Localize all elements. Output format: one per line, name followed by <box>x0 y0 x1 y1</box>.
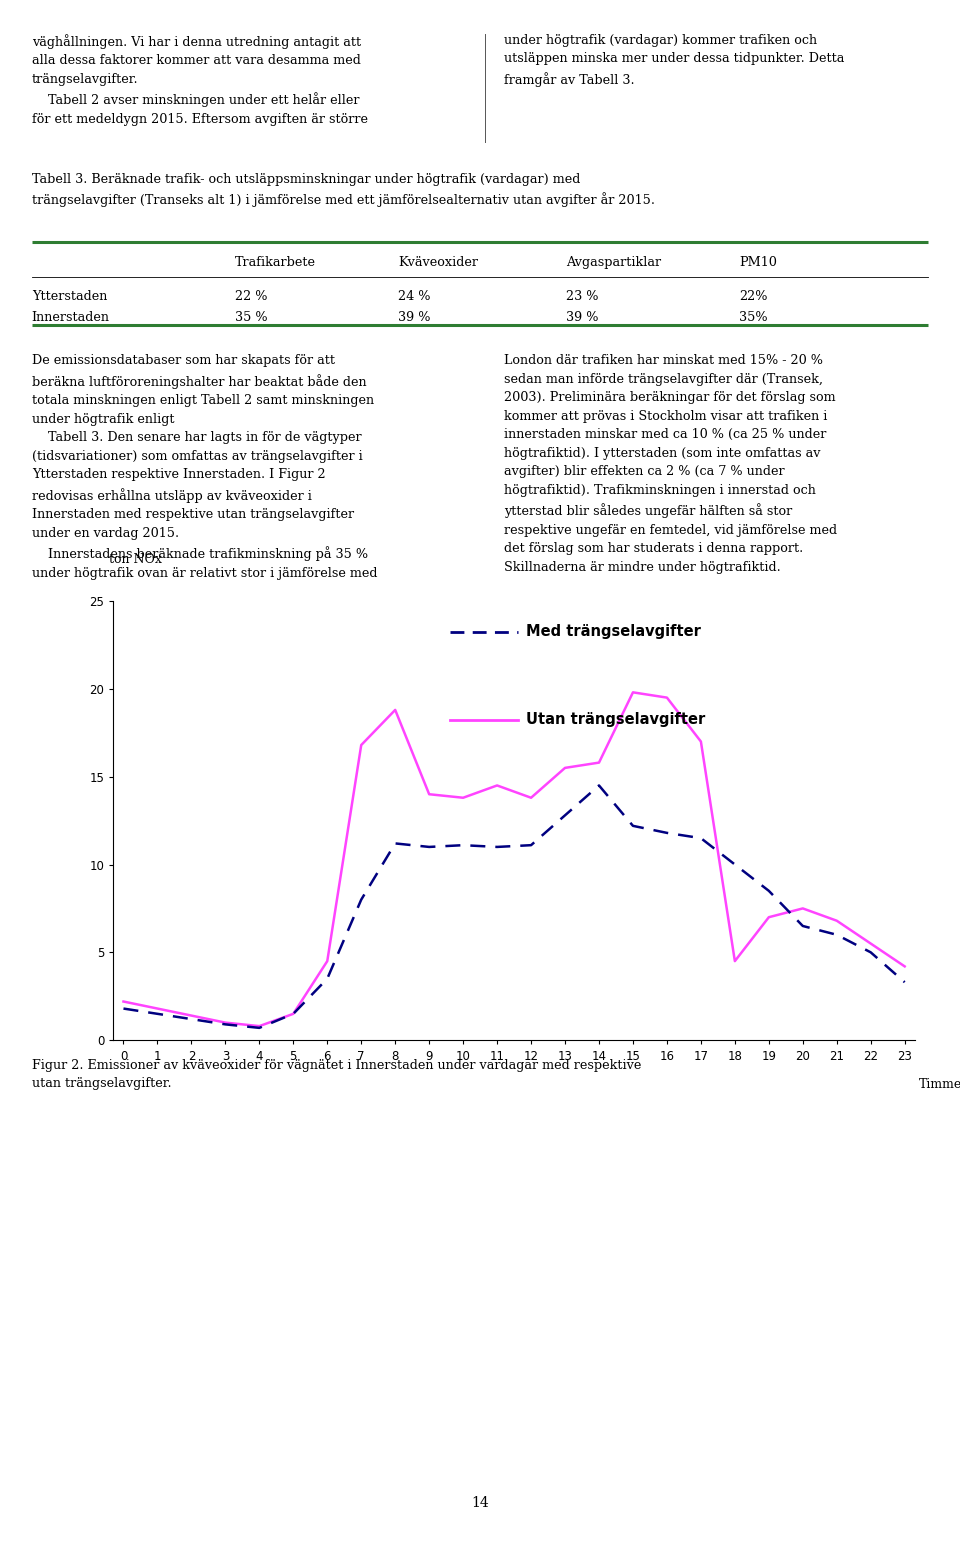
Text: London där trafiken har minskat med 15% - 20 %
sedan man införde trängselavgifte: London där trafiken har minskat med 15% … <box>504 354 837 573</box>
Text: Timme: Timme <box>919 1077 960 1091</box>
Text: under högtrafik (vardagar) kommer trafiken och
utsläppen minska mer under dessa : under högtrafik (vardagar) kommer trafik… <box>504 34 845 86</box>
Text: Kväveoxider: Kväveoxider <box>398 256 478 268</box>
Text: 39 %: 39 % <box>566 311 599 324</box>
Text: 35%: 35% <box>739 311 768 324</box>
Text: De emissionsdatabaser som har skapats för att
beräkna luftföroreningshalter har : De emissionsdatabaser som har skapats fö… <box>32 354 377 579</box>
Text: PM10: PM10 <box>739 256 777 268</box>
Text: 14: 14 <box>471 1496 489 1510</box>
Text: 39 %: 39 % <box>398 311 431 324</box>
Text: Tabell 3. Beräknade trafik- och utsläppsminskningar under högtrafik (vardagar) m: Tabell 3. Beräknade trafik- och utsläpps… <box>32 173 655 206</box>
Text: Ytterstaden: Ytterstaden <box>32 290 108 302</box>
Text: Avgaspartiklar: Avgaspartiklar <box>566 256 661 268</box>
Text: ton NOx: ton NOx <box>109 553 162 566</box>
Text: 22 %: 22 % <box>235 290 268 302</box>
Text: 35 %: 35 % <box>235 311 268 324</box>
Text: Innerstaden: Innerstaden <box>32 311 109 324</box>
Text: 23 %: 23 % <box>566 290 599 302</box>
Text: väghållningen. Vi har i denna utredning antagit att
alla dessa faktorer kommer a: väghållningen. Vi har i denna utredning … <box>32 34 368 126</box>
Text: Med trängselavgifter: Med trängselavgifter <box>526 624 701 640</box>
Text: Figur 2. Emissioner av kväveoxider för vägnätet i Innerstaden under vardagar med: Figur 2. Emissioner av kväveoxider för v… <box>32 1059 641 1089</box>
Text: 24 %: 24 % <box>398 290 431 302</box>
Text: 22%: 22% <box>739 290 768 302</box>
Text: Trafikarbete: Trafikarbete <box>235 256 316 268</box>
Text: Utan trängselavgifter: Utan trängselavgifter <box>526 712 706 727</box>
